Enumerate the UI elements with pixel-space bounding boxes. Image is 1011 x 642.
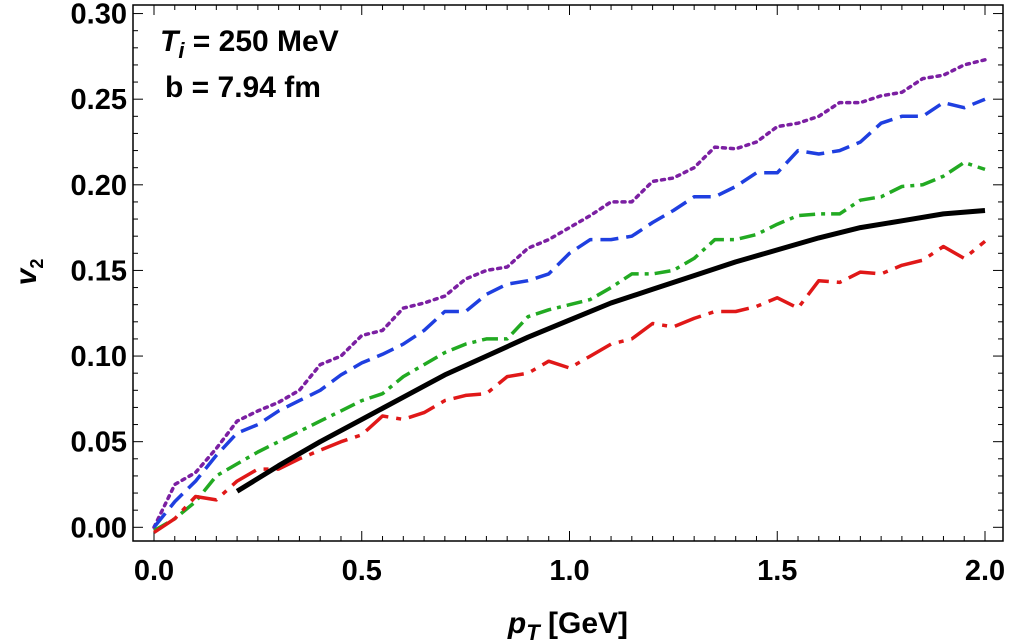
y-tick-label: 0.15 bbox=[71, 255, 127, 287]
y-tick-label: 0.00 bbox=[71, 512, 127, 544]
series-line-4 bbox=[153, 239, 987, 534]
x-tick-label: 1.0 bbox=[549, 555, 589, 587]
series-line-5 bbox=[235, 208, 986, 494]
tick-labels: 0.0 0.5 1.0 1.5 2.0 0.00 0.05 0.10 0.15 0.20 0.25 0… bbox=[71, 0, 1006, 587]
x-axis-title: pT [GeV] bbox=[507, 607, 628, 642]
x-tick-label: 0.5 bbox=[342, 555, 382, 587]
axis-ticks bbox=[133, 5, 1003, 541]
y-tick-label: 0.10 bbox=[71, 341, 127, 373]
plot-frame bbox=[132, 4, 1004, 542]
x-tick-label: 0.0 bbox=[134, 555, 174, 587]
y-axis-title: v2 bbox=[10, 259, 47, 286]
y-tick-label: 0.20 bbox=[71, 170, 127, 202]
annotation-impact-parameter: b = 7.94 fm bbox=[165, 71, 321, 104]
series-layer bbox=[152, 58, 987, 534]
y-tick-label: 0.05 bbox=[71, 427, 127, 459]
series-line-3 bbox=[153, 160, 986, 533]
y-tick-label: 0.25 bbox=[71, 84, 127, 116]
x-tick-label: 1.5 bbox=[757, 555, 797, 587]
annotation-temperature: Ti = 250 MeV bbox=[160, 25, 339, 63]
series-line-1 bbox=[152, 58, 987, 530]
series-line-2 bbox=[152, 97, 986, 529]
x-tick-label: 2.0 bbox=[965, 555, 1005, 587]
y-tick-label: 0.30 bbox=[71, 0, 127, 31]
